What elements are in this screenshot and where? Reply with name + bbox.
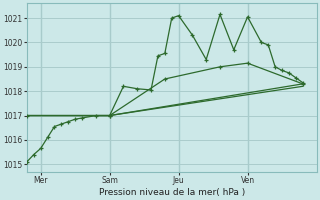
X-axis label: Pression niveau de la mer( hPa ): Pression niveau de la mer( hPa ) [99,188,245,197]
